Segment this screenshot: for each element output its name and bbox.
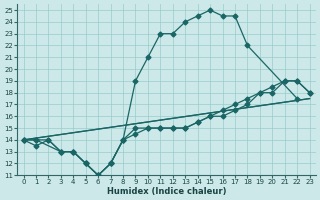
X-axis label: Humidex (Indice chaleur): Humidex (Indice chaleur) <box>107 187 226 196</box>
